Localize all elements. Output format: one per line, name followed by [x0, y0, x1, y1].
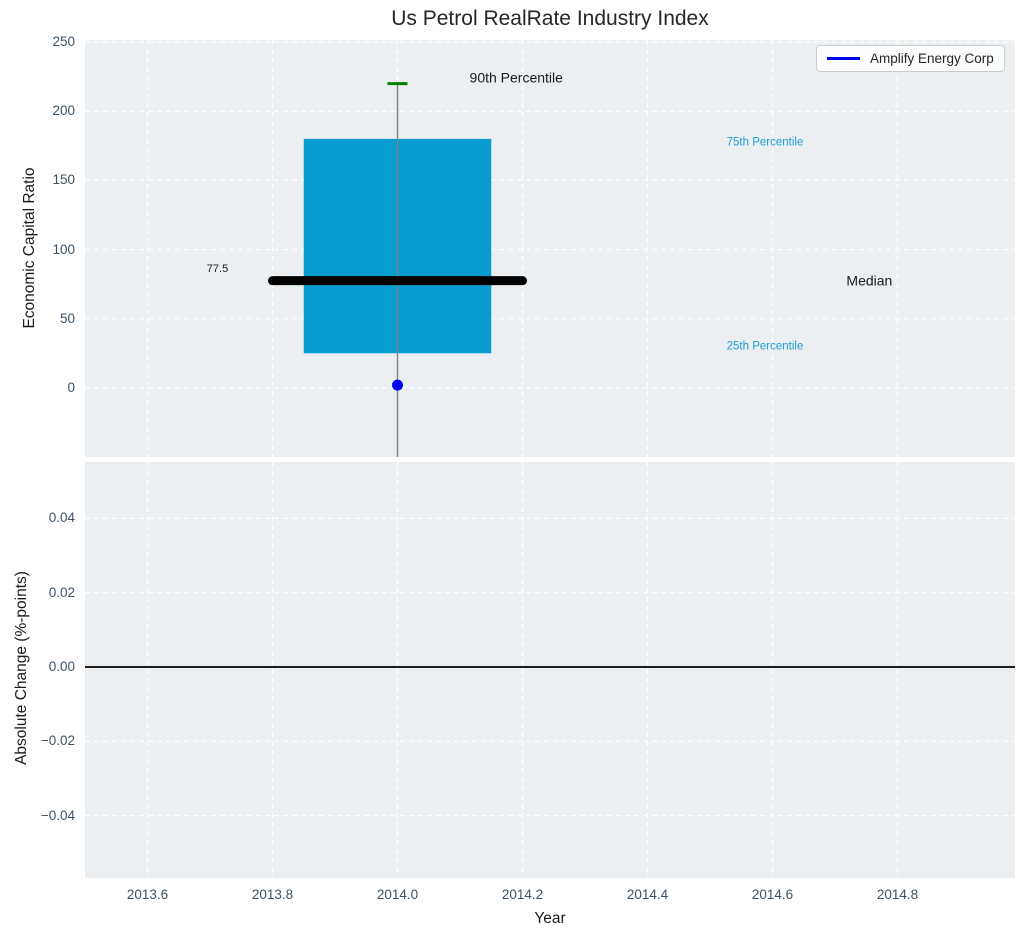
x-tick-2014.2: 2014.2: [501, 887, 544, 902]
bottom-axes: [85, 462, 1015, 878]
annotation-90th-percentile: 90th Percentile: [469, 69, 563, 86]
x-tick-2013.8: 2013.8: [251, 887, 294, 902]
y-tick-0.00: 0.00: [48, 659, 75, 675]
axes-bottom-canvas: [85, 462, 1015, 878]
y-tick-0: 0: [67, 379, 75, 395]
y-tick-0.04: 0.04: [48, 510, 75, 526]
y-tick-0.02: 0.02: [48, 584, 75, 600]
legend-label: Amplify Energy Corp: [870, 51, 994, 66]
annotation-75th-percentile: 75th Percentile: [726, 136, 804, 149]
y-tick-250: 250: [52, 34, 75, 50]
top-axes: [85, 40, 1015, 457]
x-tick-2014.4: 2014.4: [626, 887, 669, 902]
y-tick-50: 50: [59, 310, 75, 326]
y-tick-100: 100: [52, 241, 75, 257]
x-tick-2014.0: 2014.0: [376, 887, 419, 902]
annotation-25th-percentile: 25th Percentile: [726, 340, 804, 353]
chart-title: Us Petrol RealRate Industry Index: [391, 7, 709, 30]
data-point-amplify-energy-corp: [392, 379, 403, 391]
legend: Amplify Energy Corp: [816, 45, 1005, 72]
annotation-median: Median: [846, 272, 893, 289]
annotation-77.5: 77.5: [206, 262, 229, 275]
x-tick-2014.8: 2014.8: [876, 887, 919, 902]
y-tick-150: 150: [52, 172, 75, 188]
y-tick-200: 200: [52, 103, 75, 119]
axes-top-canvas: [85, 40, 1015, 457]
x-axis-label: Year: [534, 910, 566, 927]
x-tick-2014.6: 2014.6: [751, 887, 794, 902]
y-tick-0.02: −0.02: [40, 733, 75, 749]
y-tick-0.04: −0.04: [40, 807, 75, 823]
x-tick-2013.6: 2013.6: [126, 887, 169, 902]
legend-line-sample: [827, 57, 860, 60]
